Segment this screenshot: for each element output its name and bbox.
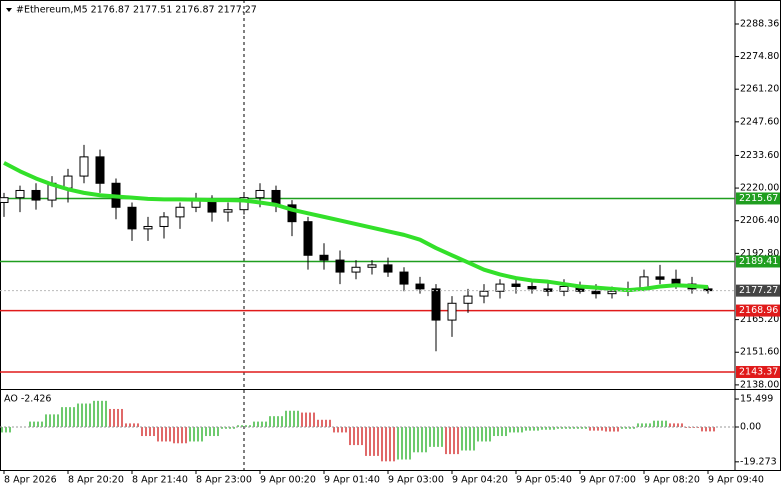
candle-body <box>383 264 393 273</box>
candle-body <box>319 254 329 261</box>
candle-body <box>527 285 537 290</box>
level-label: 2143.37 <box>739 366 778 377</box>
y-tick-label: 2220.00 <box>740 183 779 194</box>
x-tick-label: 9 Apr 07:00 <box>580 475 636 486</box>
candle-body <box>31 189 41 201</box>
candle-body <box>79 156 89 177</box>
candle-body <box>255 189 265 199</box>
candle-body <box>223 209 233 213</box>
ao-tick-label: -19.273 <box>740 456 777 467</box>
candle-body <box>415 283 425 290</box>
candle-body <box>399 271 409 285</box>
last-price-label: 2177.27 <box>739 285 778 296</box>
candle-body <box>559 285 569 292</box>
candle-body <box>143 225 153 230</box>
candle-body <box>543 288 553 292</box>
candle-body <box>95 156 105 184</box>
candle-body <box>239 197 249 211</box>
y-tick-label: 2192.80 <box>740 248 779 259</box>
level-tag <box>736 304 780 317</box>
x-tick-label: 9 Apr 09:40 <box>708 475 764 486</box>
candle-body <box>655 276 665 280</box>
x-tick-label: 8 Apr 21:40 <box>132 475 188 486</box>
ao-title: AO -2.426 <box>4 394 51 405</box>
level-tag <box>736 192 780 205</box>
level-tag <box>736 255 780 268</box>
x-tick-label: 9 Apr 04:20 <box>452 475 508 486</box>
candle-body <box>607 290 617 295</box>
candle-body <box>63 175 73 189</box>
last-price-tag <box>736 284 780 297</box>
y-tick-label: 2288.36 <box>740 19 779 30</box>
candle-body <box>351 266 361 273</box>
level-tag <box>736 365 780 378</box>
x-tick-label: 9 Apr 01:40 <box>324 475 380 486</box>
ao-tick-label: 0.00 <box>740 422 761 433</box>
candle-body <box>431 288 441 321</box>
level-label: 2189.41 <box>739 256 778 267</box>
y-tick-label: 2261.20 <box>740 84 779 95</box>
y-tick-label: 2165.20 <box>740 314 779 325</box>
y-tick-label: 2247.60 <box>740 116 779 127</box>
x-tick-label: 8 Apr 23:00 <box>196 475 252 486</box>
candle-body <box>303 221 313 256</box>
x-tick-label: 8 Apr 20:20 <box>68 475 124 486</box>
y-tick-label: 2151.60 <box>740 347 779 358</box>
candle-body <box>447 302 457 321</box>
candle-body <box>367 264 377 268</box>
x-tick-label: 9 Apr 05:40 <box>516 475 572 486</box>
y-tick-label: 2206.40 <box>740 215 779 226</box>
candle-body <box>335 259 345 273</box>
menu-icon <box>6 8 12 12</box>
frame <box>0 0 781 471</box>
candle-body <box>175 206 185 218</box>
ao-tick-label: 15.499 <box>740 394 773 405</box>
candle-body <box>15 189 25 199</box>
candle-body <box>127 206 137 230</box>
candle-body <box>479 290 489 297</box>
x-tick-label: 9 Apr 03:00 <box>388 475 444 486</box>
level-label: 2215.67 <box>739 193 778 204</box>
candle-body <box>0 197 9 203</box>
y-tick-label: 2233.60 <box>740 150 779 161</box>
candle-body <box>495 283 505 292</box>
moving-average <box>3 161 709 293</box>
x-tick-label: 9 Apr 00:20 <box>260 475 316 486</box>
candle-body <box>591 290 601 295</box>
y-tick-label: 2138.00 <box>740 379 779 390</box>
candle-body <box>287 204 297 223</box>
x-tick-label: 9 Apr 08:20 <box>644 475 700 486</box>
candle-body <box>463 295 473 304</box>
level-label: 2168.96 <box>739 305 778 316</box>
y-tick-label: 2274.80 <box>740 51 779 62</box>
chart-title: #Ethereum,M5 2176.87 2177.51 2176.87 217… <box>16 5 257 16</box>
candle-body <box>159 216 169 227</box>
x-tick-label: 8 Apr 2026 <box>4 475 57 486</box>
candle-body <box>511 283 521 287</box>
